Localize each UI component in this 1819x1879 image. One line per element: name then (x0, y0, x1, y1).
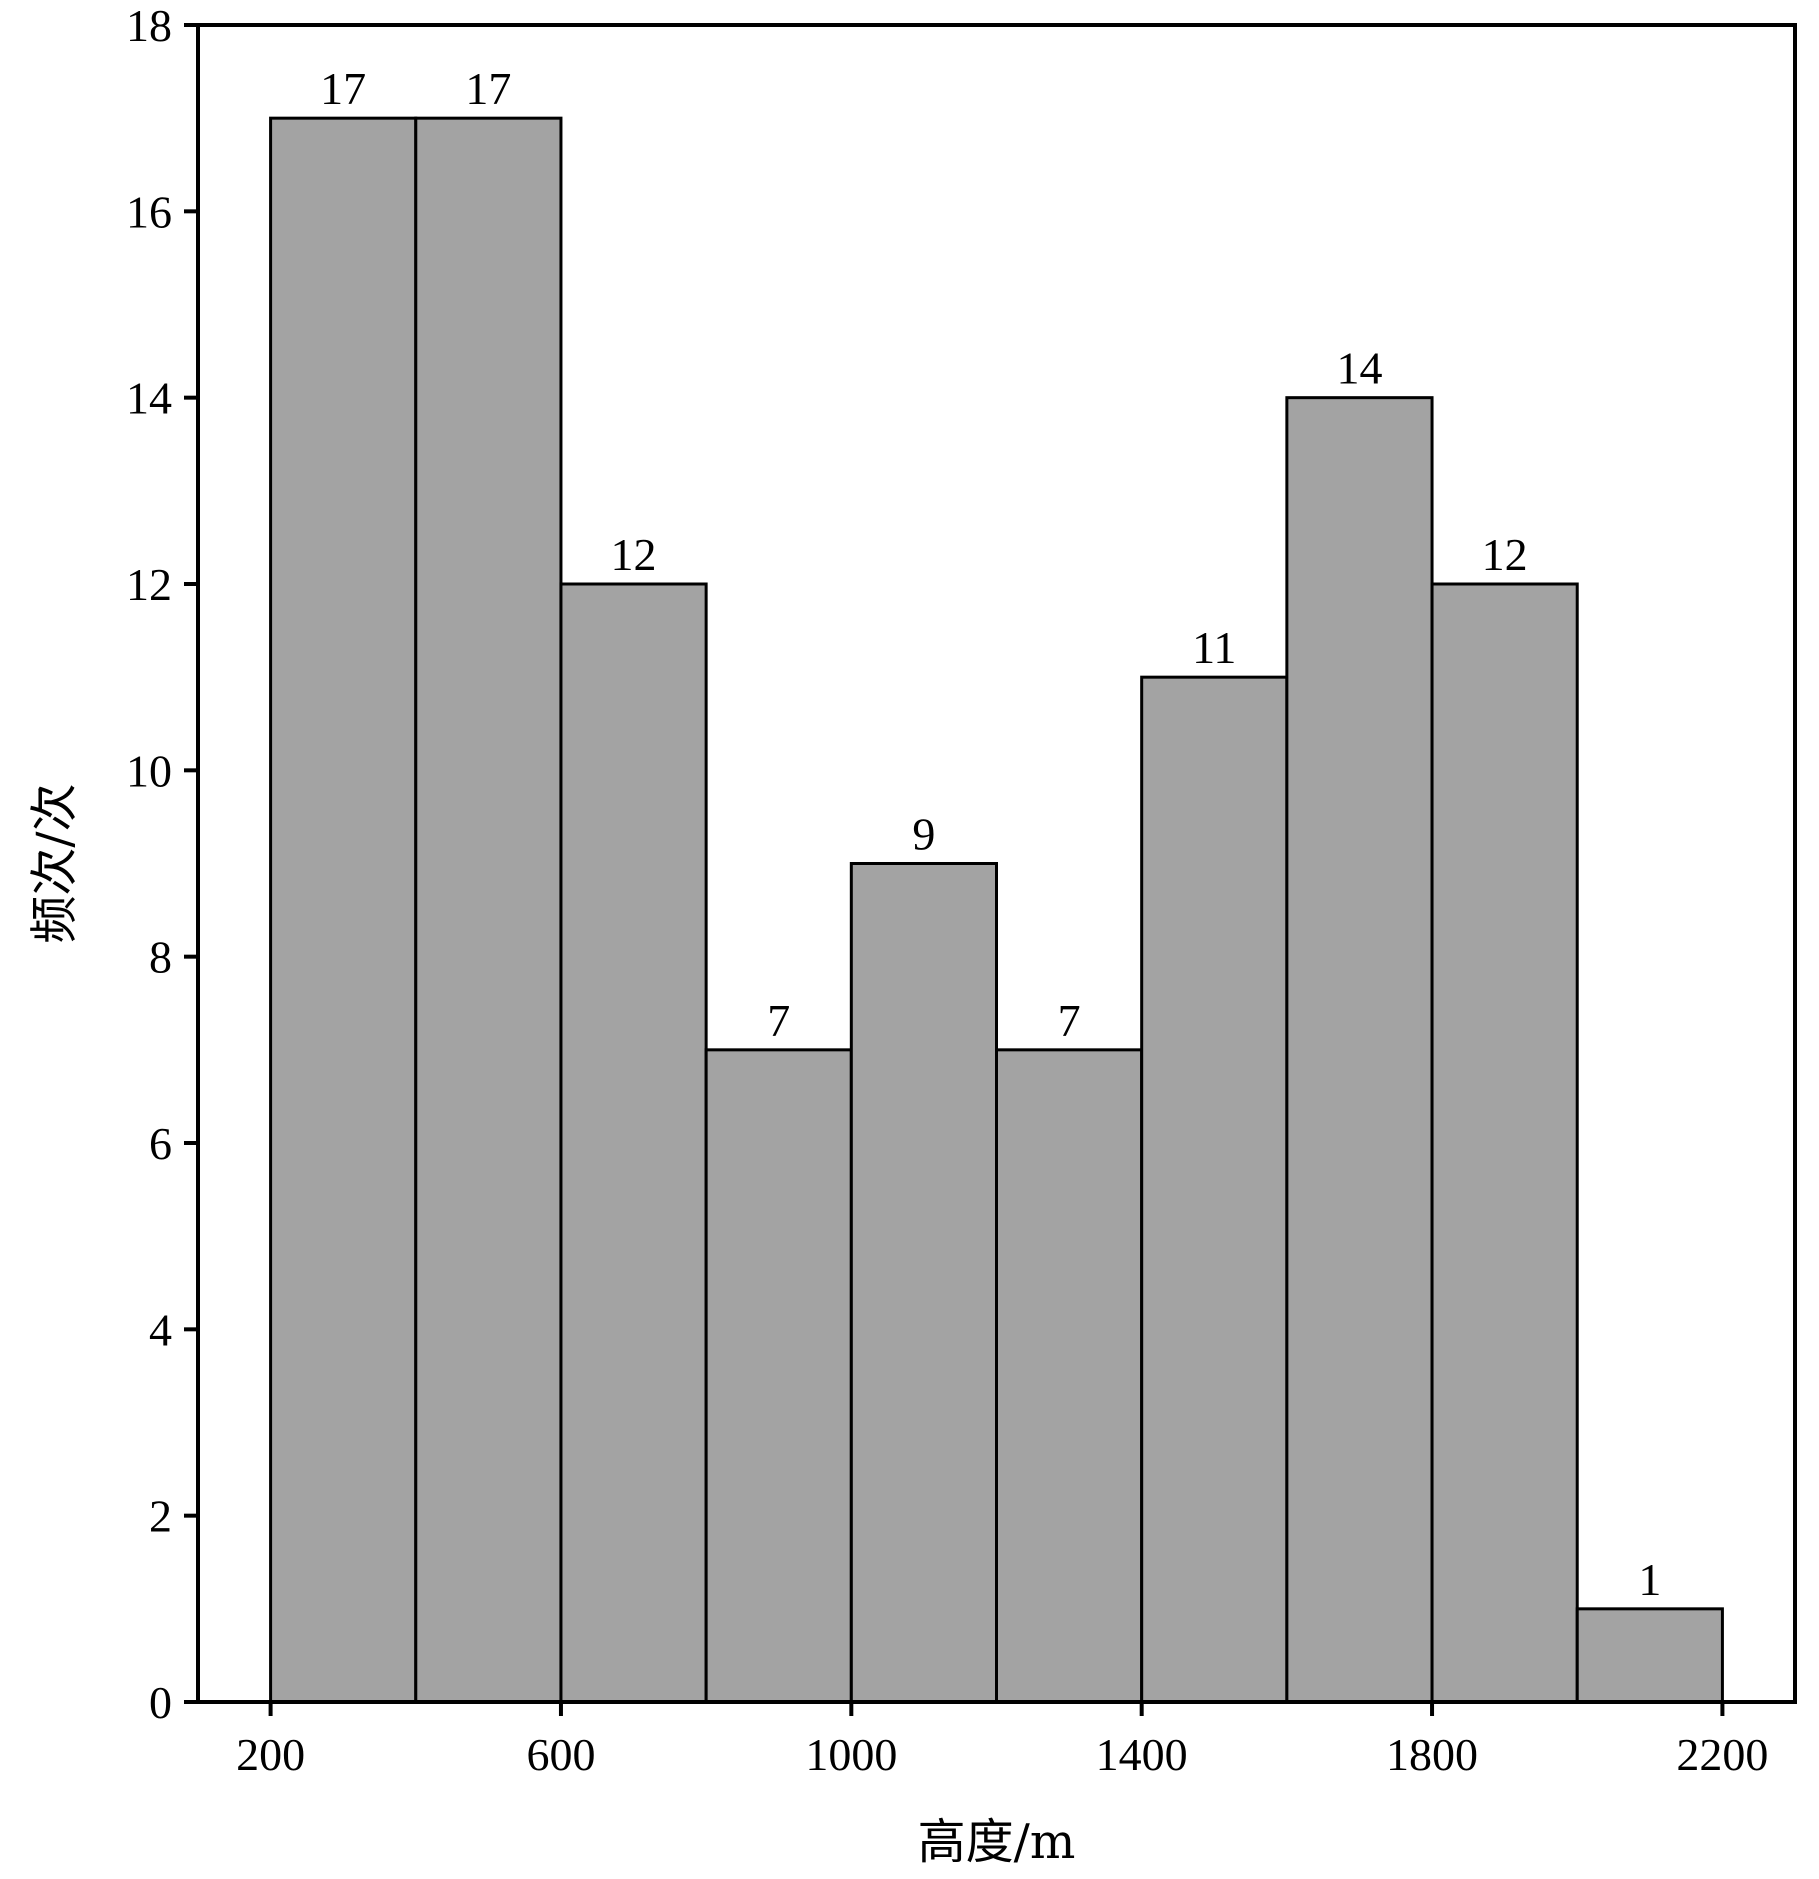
bar-1 (414, 116, 563, 1704)
bar-2 (559, 582, 708, 1704)
bar-0 (269, 116, 418, 1704)
x-tick-label-2: 1000 (805, 1729, 897, 1780)
data-label-6: 11 (1192, 622, 1236, 673)
bar-3 (704, 1048, 853, 1704)
data-label-5: 7 (1058, 995, 1081, 1046)
bar-8 (1430, 582, 1579, 1704)
x-tick-label-3: 1400 (1096, 1729, 1188, 1780)
data-label-0: 17 (320, 63, 366, 114)
y-tick-label-3: 6 (149, 1118, 172, 1169)
data-label-1: 17 (465, 63, 511, 114)
x-tick-label-4: 1800 (1386, 1729, 1478, 1780)
bar-6 (1140, 675, 1289, 1704)
data-labels-group: 17 17 12 7 9 7 11 14 12 1 (320, 63, 1661, 1605)
x-axis-title: 高度/m (918, 1814, 1076, 1870)
y-tick-label-6: 12 (126, 559, 172, 610)
y-tick-label-5: 10 (126, 745, 172, 796)
bar-9 (1575, 1607, 1724, 1704)
y-tick-label-0: 0 (149, 1677, 172, 1728)
y-tick-label-1: 2 (149, 1491, 172, 1542)
y-tick-label-8: 16 (126, 186, 172, 237)
data-label-9: 1 (1638, 1554, 1661, 1605)
data-label-3: 7 (767, 995, 790, 1046)
y-axis: 0 2 4 6 8 10 12 14 16 18 (126, 0, 198, 1728)
y-tick-label-4: 8 (149, 932, 172, 983)
y-tick-label-2: 4 (149, 1304, 172, 1355)
bar-7 (1285, 396, 1434, 1704)
x-tick-label-0: 200 (236, 1729, 305, 1780)
x-tick-label-5: 2200 (1676, 1729, 1768, 1780)
bar-4 (849, 862, 998, 1704)
x-tick-label-1: 600 (526, 1729, 595, 1780)
x-axis: 200 600 1000 1400 1800 2200 (236, 1702, 1768, 1780)
bars-group (269, 116, 1724, 1704)
bar-5 (995, 1048, 1144, 1704)
plot-frame (196, 23, 1797, 1704)
y-tick-label-9: 18 (126, 0, 172, 51)
y-tick-label-7: 14 (126, 373, 172, 424)
data-label-7: 14 (1336, 343, 1382, 394)
y-axis-title: 频次/次 (27, 783, 83, 943)
data-label-4: 9 (912, 809, 935, 860)
data-label-2: 12 (611, 529, 657, 580)
data-label-8: 12 (1482, 529, 1528, 580)
